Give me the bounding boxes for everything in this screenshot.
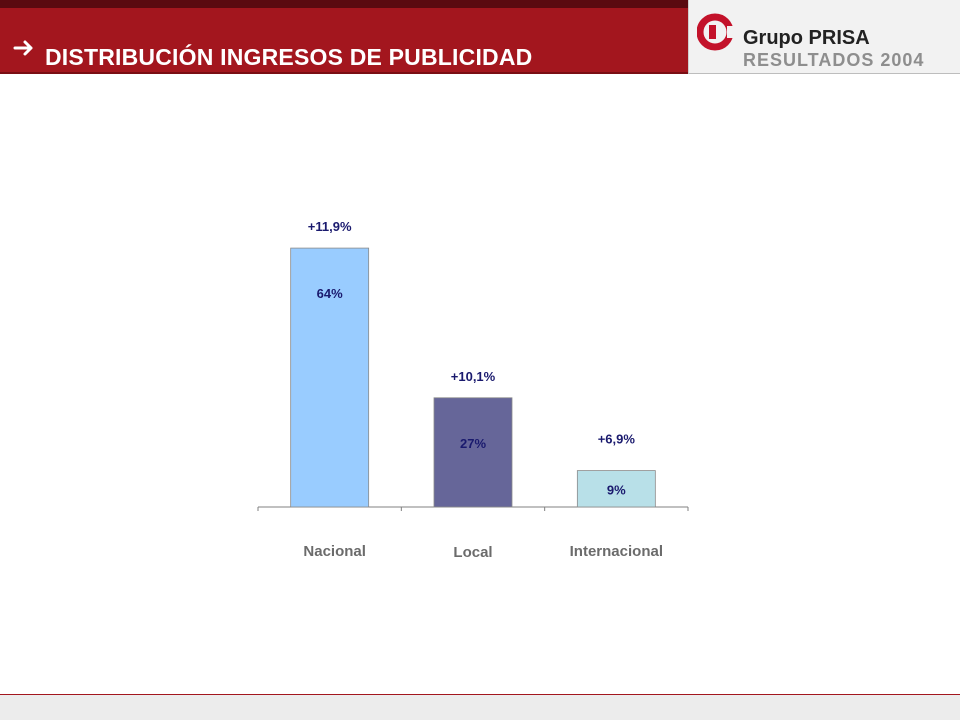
footer-line (0, 694, 960, 695)
header-band: DISTRIBUCIÓN INGRESOS DE PUBLICIDAD (0, 8, 688, 74)
labels-group: 64% +11,9% Nacional 27% +10,1% Local 9% +6,9% In… (303, 219, 663, 561)
logo-area: Grupo PRISA RESULTADOS 2004 (688, 0, 960, 74)
chart-axis-group (257, 506, 689, 511)
category-label: Local (453, 544, 492, 561)
top-strip (0, 0, 688, 8)
growth-label: +11,9% (308, 219, 352, 234)
page-title: DISTRIBUCIÓN INGRESOS DE PUBLICIDAD (45, 44, 533, 70)
growth-label: +6,9% (598, 432, 636, 447)
bar-nacional (290, 247, 370, 508)
value-label: 9% (607, 483, 626, 498)
value-label: 64% (317, 286, 343, 301)
bar-internacional (576, 470, 656, 508)
bar-local (433, 397, 513, 508)
footer-band (0, 695, 960, 720)
arrow-right-icon (13, 40, 33, 56)
category-label: Nacional (303, 543, 366, 560)
category-label: Internacional (570, 543, 663, 560)
value-label: 27% (460, 436, 486, 451)
logo-subtitle: RESULTADOS 2004 (743, 50, 925, 70)
growth-label: +10,1% (451, 369, 496, 384)
logo-name: Grupo PRISA (743, 27, 870, 49)
prisa-logo-icon (697, 13, 735, 51)
bars-group (290, 247, 656, 508)
